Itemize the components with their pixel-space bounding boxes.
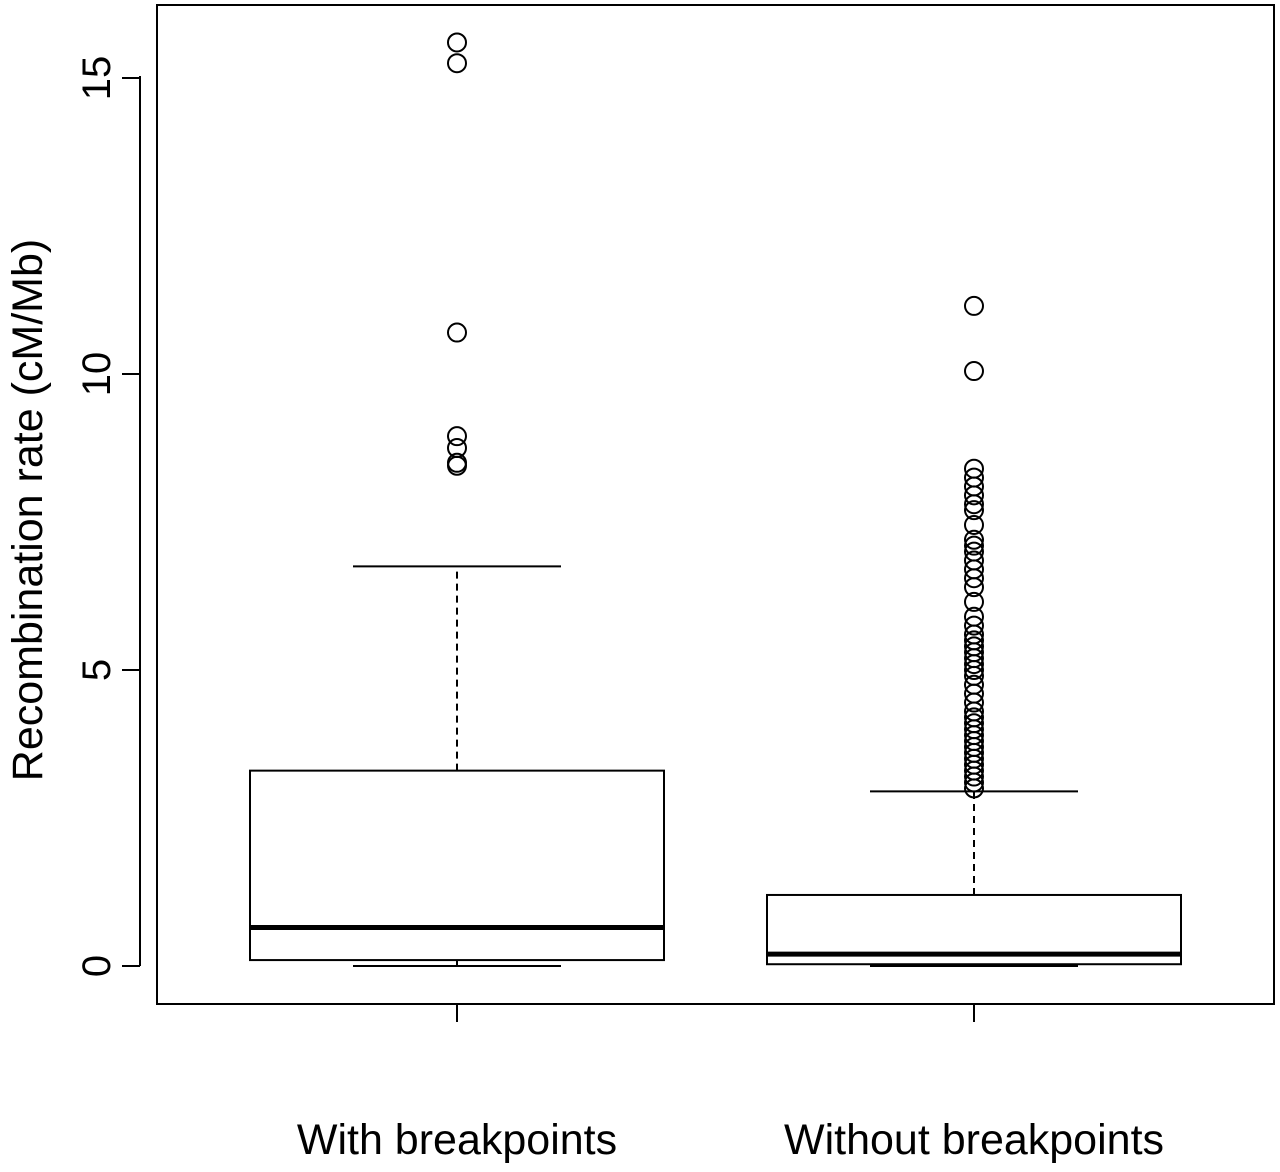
outlier-point	[964, 778, 984, 799]
x-axis: With breakpoints Without breakpoints	[297, 1004, 1164, 1164]
outlier-point	[447, 426, 467, 447]
outlier-point	[964, 568, 984, 589]
box-group	[249, 32, 665, 967]
outlier-point	[964, 772, 984, 793]
outlier-point	[447, 322, 467, 343]
y-axis-title: Recombination rate (cM/Mb)	[4, 239, 52, 781]
outlier-point	[964, 692, 984, 713]
outlier-point	[964, 295, 984, 316]
outlier-point	[964, 654, 984, 675]
outlier-point	[964, 485, 984, 506]
y-tick-label: 15	[75, 56, 119, 101]
outlier-point	[964, 591, 984, 612]
outlier-point	[964, 494, 984, 515]
x-category-label: With breakpoints	[297, 1116, 617, 1164]
outlier-point	[964, 660, 984, 680]
box-group	[766, 295, 1182, 967]
outlier-point	[964, 361, 984, 382]
outlier-point	[964, 514, 984, 535]
outlier-point	[447, 32, 467, 53]
outlier-point	[964, 535, 984, 556]
y-tick-label: 0	[75, 955, 119, 977]
outlier-point	[964, 615, 984, 636]
plot-frame	[156, 4, 1275, 1005]
outlier-point	[447, 53, 467, 74]
y-tick-label: 10	[75, 352, 119, 397]
x-category-label: Without breakpoints	[784, 1116, 1164, 1164]
y-axis: 0 5 10 15	[75, 56, 141, 977]
outlier-point	[447, 455, 467, 476]
y-tick-label: 5	[75, 659, 119, 681]
boxes	[249, 32, 1182, 967]
outlier-point	[964, 529, 984, 550]
outlier-point	[964, 500, 984, 521]
box	[249, 769, 665, 962]
outlier-point	[964, 766, 984, 787]
outlier-point	[964, 577, 984, 598]
